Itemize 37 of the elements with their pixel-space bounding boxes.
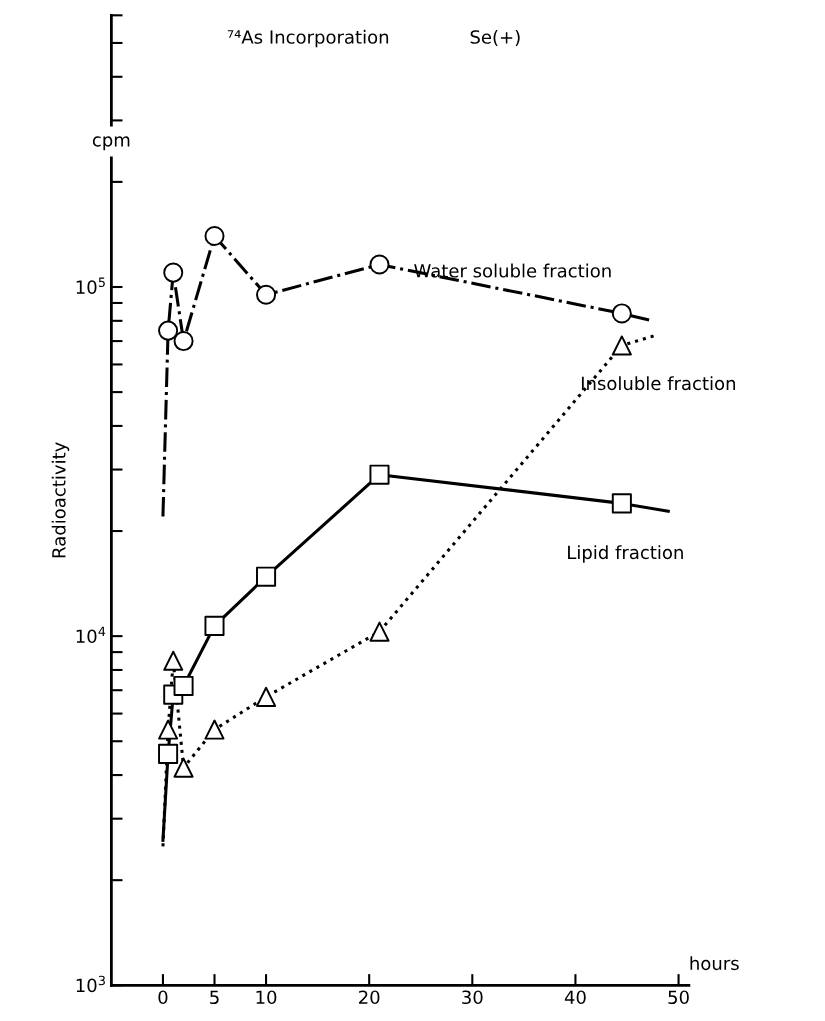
x-tick-label: 20 xyxy=(359,990,380,1005)
annotation: cpm xyxy=(92,136,130,151)
point xyxy=(611,303,632,324)
text: ⁷⁴As Incorporation xyxy=(227,29,389,48)
point xyxy=(158,743,179,764)
x-axis-title: hours xyxy=(690,956,739,971)
x-tick-label: 30 xyxy=(462,990,483,1005)
point xyxy=(163,650,184,671)
point xyxy=(611,493,632,514)
point xyxy=(369,254,390,275)
y-tick-label: 10$^{4}$ xyxy=(76,626,106,644)
x-tick-label: 50 xyxy=(668,990,689,1005)
y-tick-label: 10$^{3}$ xyxy=(76,975,105,993)
series-label: Insoluble fraction xyxy=(581,376,736,391)
y-axis-title: Radioactivity xyxy=(51,442,70,558)
point xyxy=(204,615,225,636)
point xyxy=(173,757,194,778)
point xyxy=(173,675,194,696)
point xyxy=(173,331,194,352)
point xyxy=(369,464,390,485)
point xyxy=(163,262,184,283)
point xyxy=(256,284,277,305)
text: Lipid fraction xyxy=(568,545,683,563)
x-tick-label: 40 xyxy=(564,990,586,1005)
x-tick-label: 10 xyxy=(256,990,277,1005)
point xyxy=(204,225,225,246)
x-tick-label: 5 xyxy=(210,990,219,1005)
x-tick-label: 0 xyxy=(158,990,168,1005)
text: Se(+) xyxy=(470,29,520,46)
point xyxy=(158,719,179,740)
point xyxy=(204,719,225,740)
point xyxy=(369,621,390,642)
point xyxy=(256,686,277,707)
y-tick-label: 10$^{5}$ xyxy=(76,277,105,294)
point xyxy=(256,566,277,587)
point xyxy=(611,335,632,356)
point xyxy=(158,320,179,341)
